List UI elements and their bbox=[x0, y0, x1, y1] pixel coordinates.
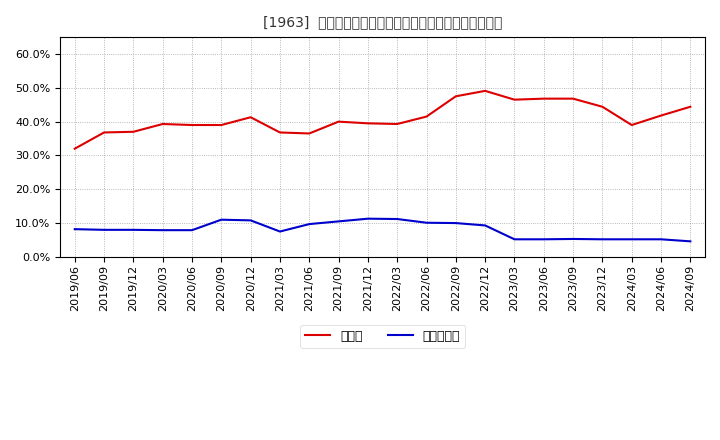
有利子負債 bbox=[246, 218, 255, 223]
現預金 bbox=[627, 122, 636, 128]
現預金 bbox=[334, 119, 343, 124]
有利子負債 bbox=[569, 236, 577, 242]
有利子負債 bbox=[364, 216, 372, 221]
Legend: 現預金, 有利子負債: 現預金, 有利子負債 bbox=[300, 325, 465, 348]
現預金 bbox=[569, 96, 577, 101]
有利子負債 bbox=[627, 237, 636, 242]
現預金 bbox=[305, 131, 314, 136]
Line: 現預金: 現預金 bbox=[75, 91, 690, 149]
現預金 bbox=[100, 130, 109, 135]
現預金 bbox=[393, 121, 402, 127]
現預金 bbox=[510, 97, 519, 103]
現預金 bbox=[217, 122, 225, 128]
現預金 bbox=[539, 96, 548, 101]
有利子負債 bbox=[539, 237, 548, 242]
有利子負債 bbox=[100, 227, 109, 232]
有利子負債 bbox=[393, 216, 402, 222]
有利子負債 bbox=[188, 227, 197, 233]
現預金 bbox=[246, 114, 255, 120]
現預金 bbox=[71, 146, 79, 151]
有利子負債 bbox=[217, 217, 225, 222]
現預金 bbox=[481, 88, 490, 94]
有利子負債 bbox=[686, 238, 695, 244]
Line: 有利子負債: 有利子負債 bbox=[75, 219, 690, 241]
有利子負債 bbox=[158, 227, 167, 233]
現預金 bbox=[364, 121, 372, 126]
現預金 bbox=[686, 104, 695, 110]
有利子負債 bbox=[334, 219, 343, 224]
有利子負債 bbox=[71, 227, 79, 232]
現預金 bbox=[129, 129, 138, 135]
現預金 bbox=[158, 121, 167, 127]
有利子負債 bbox=[451, 220, 460, 226]
有利子負債 bbox=[510, 237, 519, 242]
有利子負債 bbox=[422, 220, 431, 225]
有利子負債 bbox=[305, 221, 314, 227]
有利子負債 bbox=[276, 229, 284, 234]
現預金 bbox=[276, 130, 284, 135]
有利子負債 bbox=[598, 237, 607, 242]
Title: [1963]  現預金、有利子負債の総資産に対する比率の推移: [1963] 現預金、有利子負債の総資産に対する比率の推移 bbox=[263, 15, 503, 29]
有利子負債 bbox=[129, 227, 138, 232]
現預金 bbox=[188, 122, 197, 128]
現預金 bbox=[451, 94, 460, 99]
有利子負債 bbox=[657, 237, 665, 242]
現預金 bbox=[422, 114, 431, 119]
現預金 bbox=[598, 104, 607, 110]
有利子負債 bbox=[481, 223, 490, 228]
現預金 bbox=[657, 113, 665, 118]
